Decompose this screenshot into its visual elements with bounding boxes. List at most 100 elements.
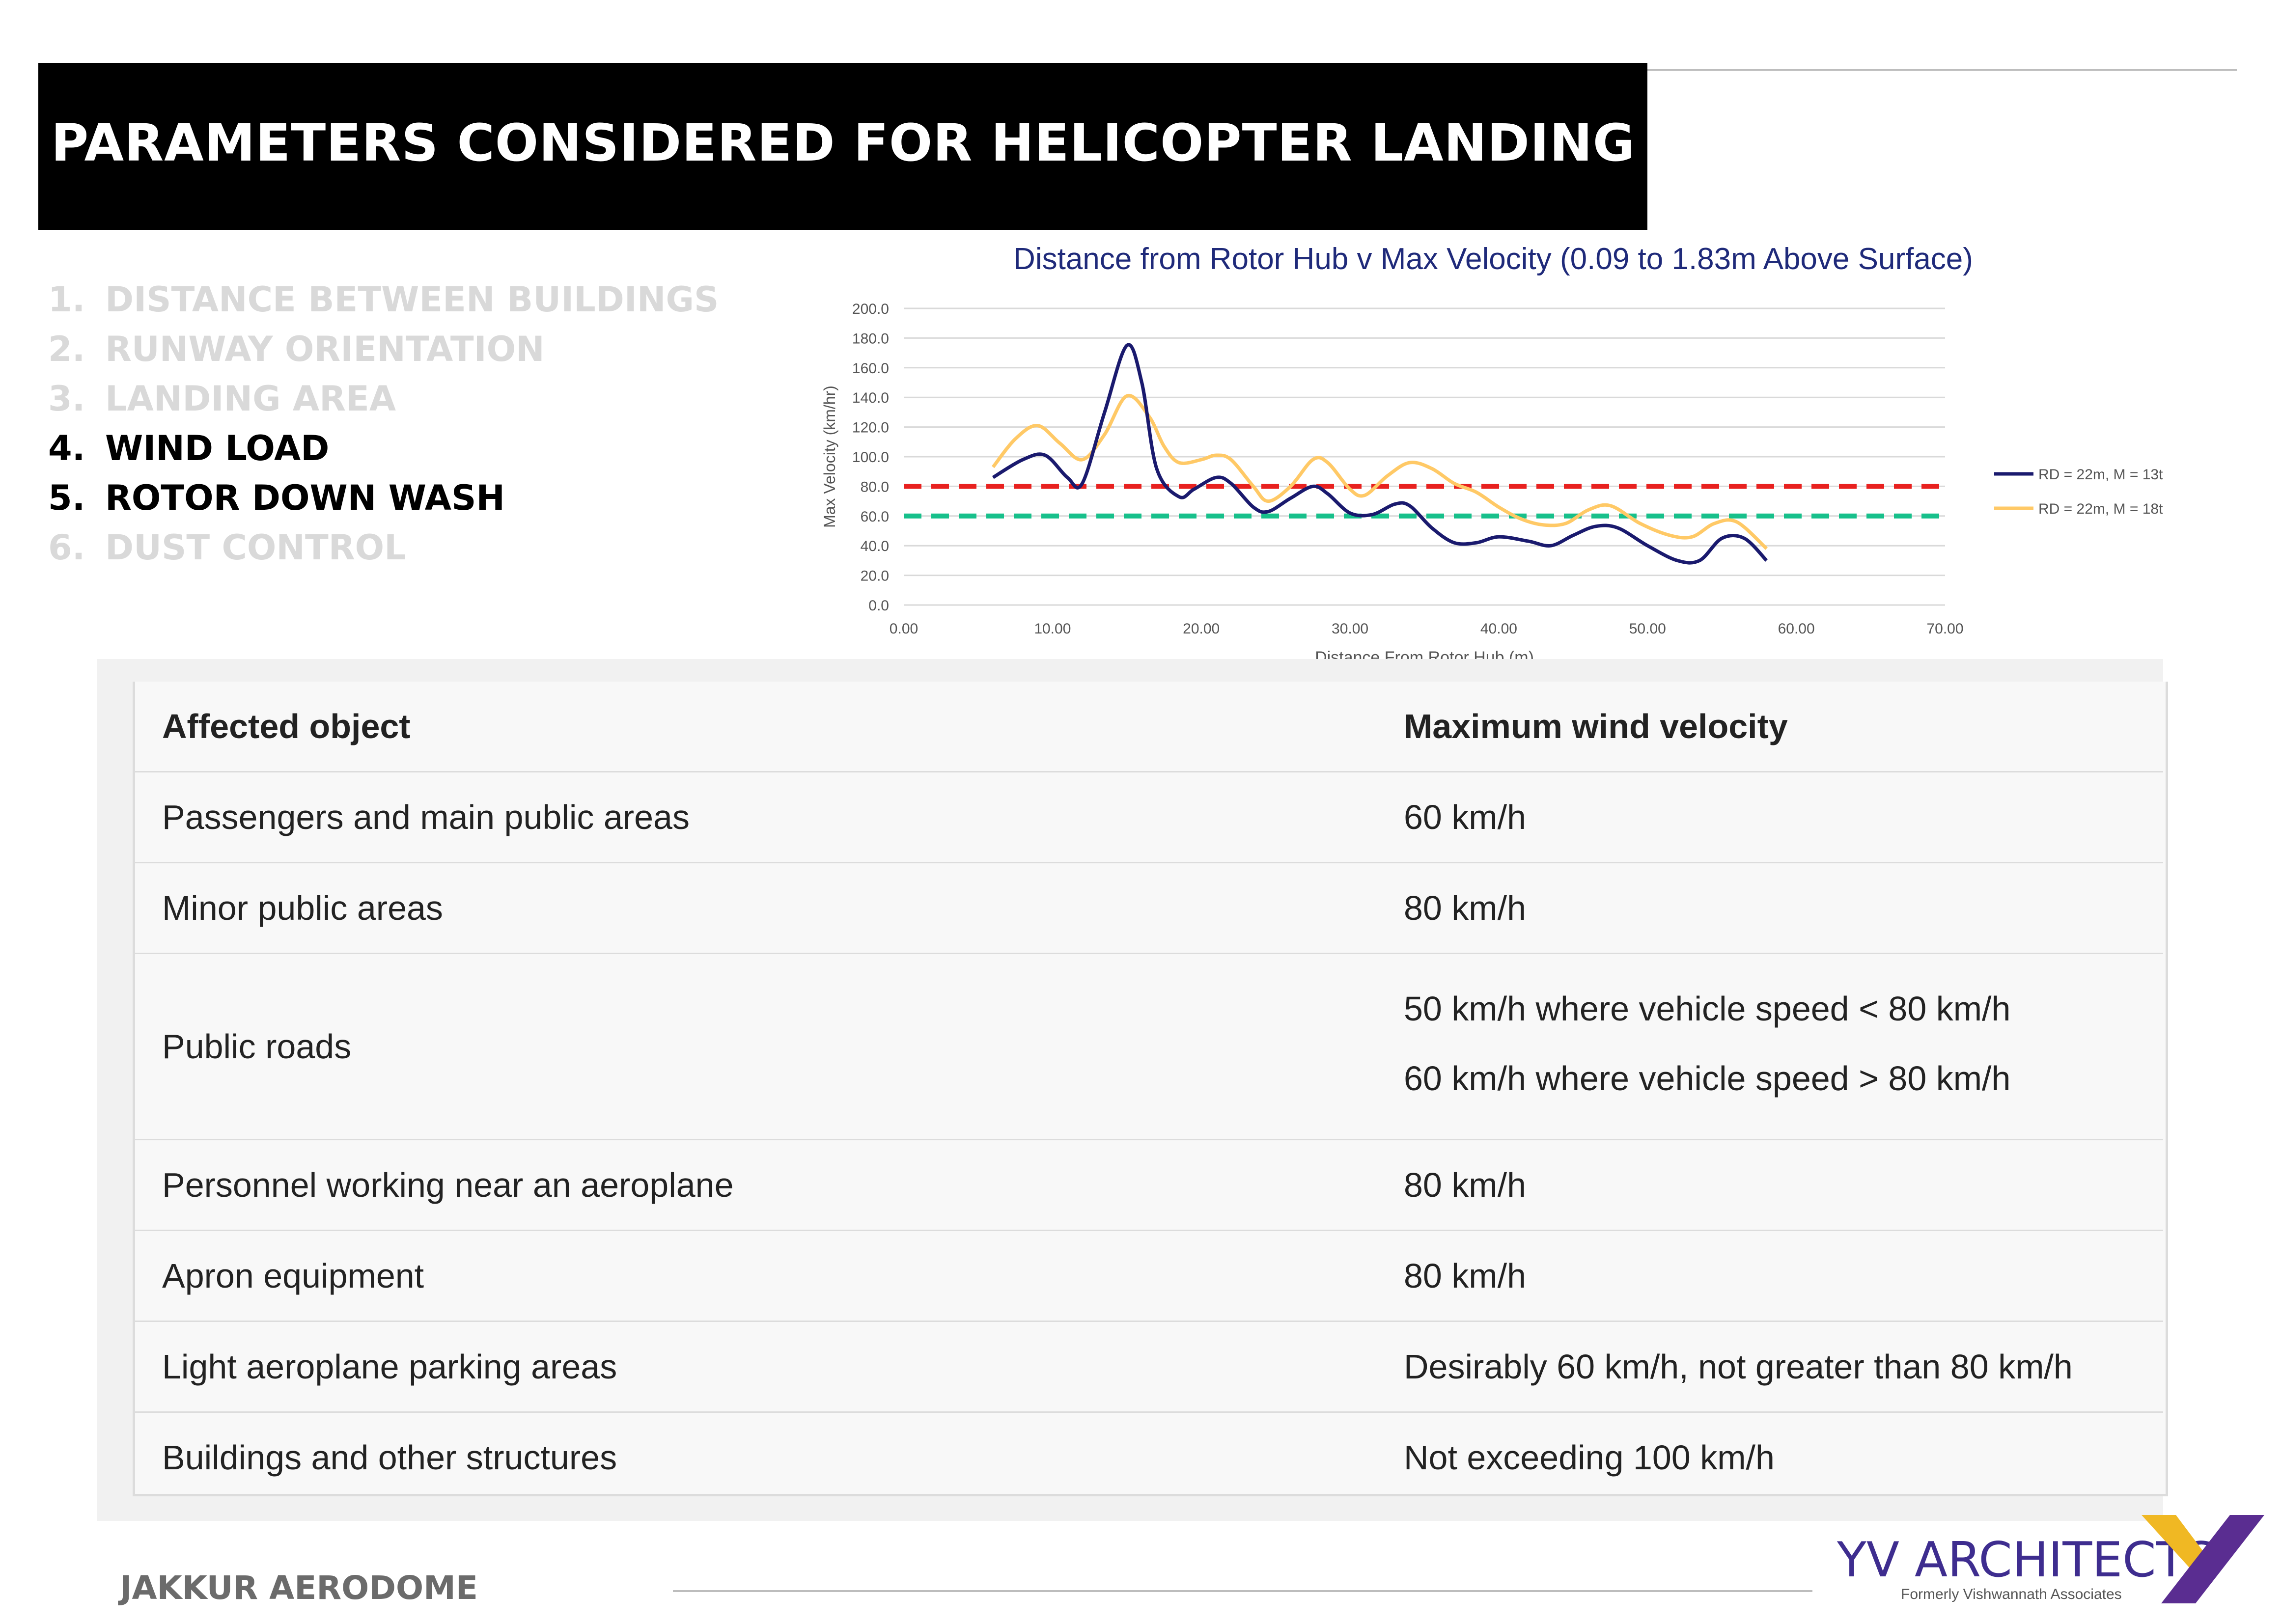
object-text: Passengers and main public areas (162, 798, 690, 836)
page-title: PARAMETERS CONSIDERED FOR HELICOPTER LAN… (51, 113, 1636, 173)
object-cell: Public roads (133, 954, 1374, 1139)
x-tick-label: 20.00 (1183, 621, 1220, 637)
velocity-text: 50 km/h where vehicle speed < 80 km/h (1404, 990, 2011, 1028)
y-tick-label: 20.0 (861, 568, 889, 584)
velocity-cell: 80 km/h (1374, 1231, 2163, 1321)
header-cell: Maximum wind velocity (1374, 682, 2163, 771)
velocity-cell: 50 km/h where vehicle speed < 80 km/h 60… (1374, 954, 2163, 1139)
x-tick-label: 10.00 (1034, 621, 1071, 637)
parameter-label: LANDING AREA (105, 379, 396, 419)
header-cell: Affected object (133, 682, 1374, 771)
parameter-number: 3. (48, 379, 85, 419)
logo-wordmark: YV ARCHITECTS (1837, 1532, 2216, 1588)
table-row: Public roads 50 km/h where vehicle speed… (133, 953, 2163, 1139)
y-tick-label: 0.0 (868, 598, 889, 614)
footer-divider (673, 1590, 1812, 1592)
table-header-row: Affected object Maximum wind velocity (133, 682, 2163, 771)
y-axis-ticks: 0.0 20.0 40.0 60.0 80.0 100.0 120.0 140.0 160.0 1… (852, 301, 889, 614)
velocity-text: Desirably 60 km/h, not greater than 80 k… (1404, 1348, 2073, 1386)
table-row: Minor public areas 80 km/h (133, 862, 2163, 953)
table-row: Personnel working near an aeroplane 80 k… (133, 1139, 2163, 1230)
chart-title: Distance from Rotor Hub v Max Velocity (… (1013, 242, 1973, 276)
logo-gold-shape (2142, 1515, 2205, 1569)
object-cell: Passengers and main public areas (133, 772, 1374, 862)
parameter-label: ROTOR DOWN WASH (105, 478, 505, 518)
x-tick-label: 40.00 (1480, 621, 1517, 637)
velocity-text: 60 km/h where vehicle speed > 80 km/h (1404, 1059, 2011, 1098)
velocity-cell: Desirably 60 km/h, not greater than 80 k… (1374, 1322, 2163, 1411)
object-cell: Apron equipment (133, 1231, 1374, 1321)
top-divider (1647, 69, 2237, 71)
parameter-number: 6. (48, 527, 85, 568)
velocity-cell: Not exceeding 100 km/h (1374, 1413, 2163, 1502)
parameter-item-3: 3. LANDING AREA (48, 374, 719, 424)
logo-tagline: Formerly Vishwannath Associates (1901, 1586, 2122, 1602)
velocity-text: 60 km/h (1404, 798, 1526, 836)
object-cell: Personnel working near an aeroplane (133, 1140, 1374, 1230)
object-text: Light aeroplane parking areas (162, 1348, 617, 1386)
chart-background (806, 236, 2230, 668)
x-tick-label: 70.00 (1926, 621, 1963, 637)
velocity-text: 80 km/h (1404, 1257, 1526, 1295)
y-tick-label: 120.0 (852, 420, 889, 436)
object-cell: Light aeroplane parking areas (133, 1322, 1374, 1411)
y-tick-label: 60.0 (861, 509, 889, 525)
object-cell: Minor public areas (133, 863, 1374, 953)
chart-grid (904, 307, 1945, 606)
y-tick-label: 160.0 (852, 360, 889, 377)
parameter-label: DUST CONTROL (105, 527, 406, 568)
velocity-cell: 80 km/h (1374, 863, 2163, 953)
object-text: Personnel working near an aeroplane (162, 1166, 734, 1204)
y-tick-label: 80.0 (861, 479, 889, 495)
y-tick-label: 200.0 (852, 301, 889, 317)
object-text: Minor public areas (162, 889, 443, 927)
parameter-label: WIND LOAD (105, 428, 330, 468)
table-row: Passengers and main public areas 60 km/h (133, 771, 2163, 862)
y-tick-label: 100.0 (852, 449, 889, 466)
object-cell: Buildings and other structures (133, 1413, 1374, 1502)
x-tick-label: 60.00 (1778, 621, 1815, 637)
y-tick-label: 140.0 (852, 390, 889, 406)
table-row: Buildings and other structures Not excee… (133, 1411, 2163, 1502)
x-axis-ticks: 0.00 10.00 20.00 30.00 40.00 50.00 60.00 70.00 (890, 621, 1964, 637)
parameter-number: 5. (48, 478, 85, 518)
y-tick-label: 40.0 (861, 538, 889, 554)
parameter-item-5: 5. ROTOR DOWN WASH (48, 473, 719, 523)
legend-label: RD = 22m, M = 18t (2038, 501, 2163, 517)
parameter-number: 2. (48, 329, 85, 369)
legend-label: RD = 22m, M = 13t (2038, 467, 2163, 483)
y-tick-label: 180.0 (852, 330, 889, 347)
parameter-item-1: 1. DISTANCE BETWEEN BUILDINGS (48, 275, 719, 325)
parameter-number: 1. (48, 279, 85, 320)
parameter-item-4: 4. WIND LOAD (48, 424, 719, 473)
velocity-text: Not exceeding 100 km/h (1404, 1438, 1775, 1477)
header-affected-object: Affected object (162, 707, 411, 745)
object-text: Apron equipment (162, 1257, 424, 1295)
logo-purple-shape (2161, 1515, 2264, 1603)
parameter-label: RUNWAY ORIENTATION (105, 329, 545, 369)
parameter-item-6: 6. DUST CONTROL (48, 523, 719, 573)
chart-legend: RD = 22m, M = 13t RD = 22m, M = 18t (1994, 467, 2163, 517)
parameter-number: 4. (48, 428, 85, 468)
parameter-label: DISTANCE BETWEEN BUILDINGS (105, 279, 719, 320)
velocity-chart: Distance from Rotor Hub v Max Velocity (… (806, 236, 2230, 668)
header-max-velocity: Maximum wind velocity (1404, 707, 1788, 745)
parameter-item-2: 2. RUNWAY ORIENTATION (48, 325, 719, 374)
velocity-text: 80 km/h (1404, 889, 1526, 927)
chart-series (991, 343, 1768, 565)
series-line (992, 343, 1768, 565)
table-panel (133, 682, 2168, 1496)
y-axis-label: Max Velocity (km/hr) (821, 385, 838, 528)
velocity-cell: 80 km/h (1374, 1140, 2163, 1230)
object-text: Buildings and other structures (162, 1438, 617, 1477)
table-row: Apron equipment 80 km/h (133, 1230, 2163, 1321)
yv-logo-icon (2142, 1515, 2264, 1603)
object-text: Public roads (162, 1027, 352, 1066)
x-tick-label: 0.00 (890, 621, 918, 637)
x-tick-label: 30.00 (1332, 621, 1368, 637)
footer-project-name: JAKKUR AERODOME (120, 1569, 478, 1607)
table-row: Light aeroplane parking areas Desirably … (133, 1321, 2163, 1411)
title-bar (38, 63, 1647, 230)
x-tick-label: 50.00 (1629, 621, 1666, 637)
series-line (991, 394, 1768, 550)
